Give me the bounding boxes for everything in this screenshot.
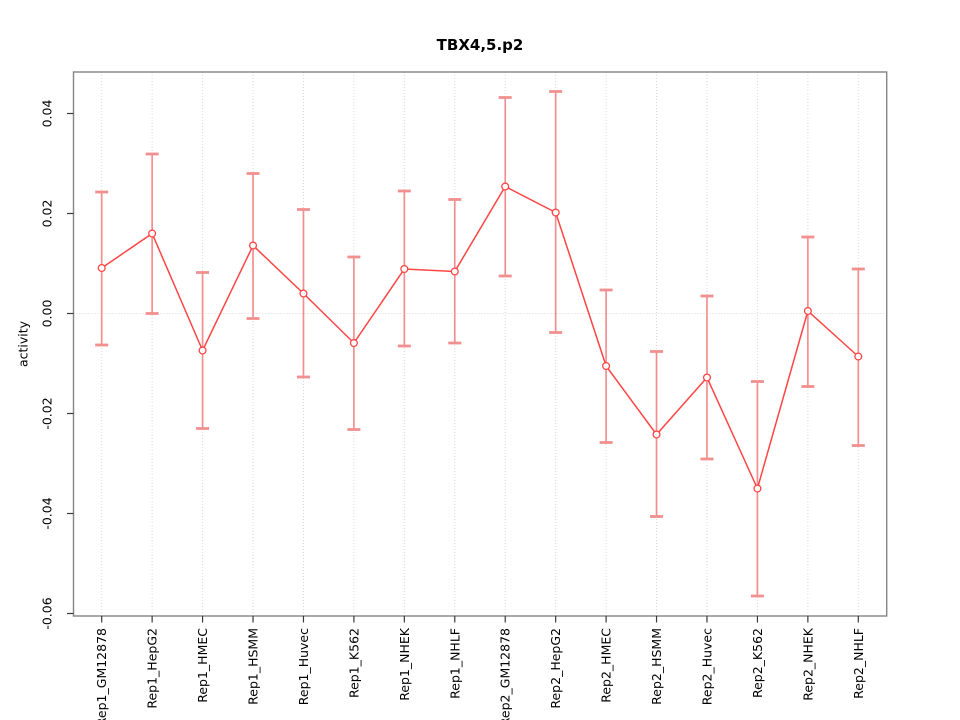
svg-text:Rep1_HMEC: Rep1_HMEC (195, 628, 210, 703)
svg-text:-0.06: -0.06 (40, 597, 55, 629)
svg-text:Rep1_NHLF: Rep1_NHLF (447, 628, 462, 699)
svg-text:Rep1_GM12878: Rep1_GM12878 (94, 628, 109, 720)
data-line (101, 185, 859, 491)
svg-text:Rep1_K562: Rep1_K562 (346, 628, 361, 698)
svg-text:Rep2_K562: Rep2_K562 (750, 628, 765, 698)
svg-text:Rep2_NHEK: Rep2_NHEK (800, 627, 815, 701)
svg-text:0.00: 0.00 (40, 300, 55, 328)
x-axis-ticks (101, 616, 859, 623)
y-axis-ticks (67, 112, 74, 615)
data-points (97, 182, 863, 493)
svg-text:Rep2_GM12878: Rep2_GM12878 (498, 628, 513, 720)
chart-title: TBX4,5.p2 (436, 36, 524, 54)
vertical-gridlines (101, 72, 859, 616)
svg-text:Rep2_Huvec: Rep2_Huvec (699, 628, 714, 705)
plot-box (72, 71, 888, 617)
svg-text:Rep1_Huvec: Rep1_Huvec (296, 628, 311, 705)
svg-text:Rep1_NHEK: Rep1_NHEK (397, 627, 412, 701)
svg-text:-0.04: -0.04 (40, 497, 55, 529)
x-tick-labels: Rep1_GM12878 Rep1_HepG2 Rep1_HMEC Rep1_HSMM… (94, 627, 866, 720)
svg-text:-0.02: -0.02 (40, 397, 55, 429)
svg-text:Rep2_HSMM: Rep2_HSMM (649, 628, 664, 705)
svg-text:Rep2_NHLF: Rep2_NHLF (851, 628, 866, 699)
y-tick-labels: 0.04 0.02 0.00 -0.02 -0.04 -0.06 (40, 100, 55, 630)
svg-text:Rep1_HSMM: Rep1_HSMM (246, 628, 261, 705)
svg-text:0.02: 0.02 (40, 200, 55, 228)
svg-text:Rep2_HepG2: Rep2_HepG2 (548, 628, 563, 709)
svg-text:0.04: 0.04 (40, 100, 55, 128)
error-bars (95, 90, 865, 598)
svg-text:Rep2_HMEC: Rep2_HMEC (599, 628, 614, 703)
svg-text:Rep1_HepG2: Rep1_HepG2 (145, 628, 160, 709)
